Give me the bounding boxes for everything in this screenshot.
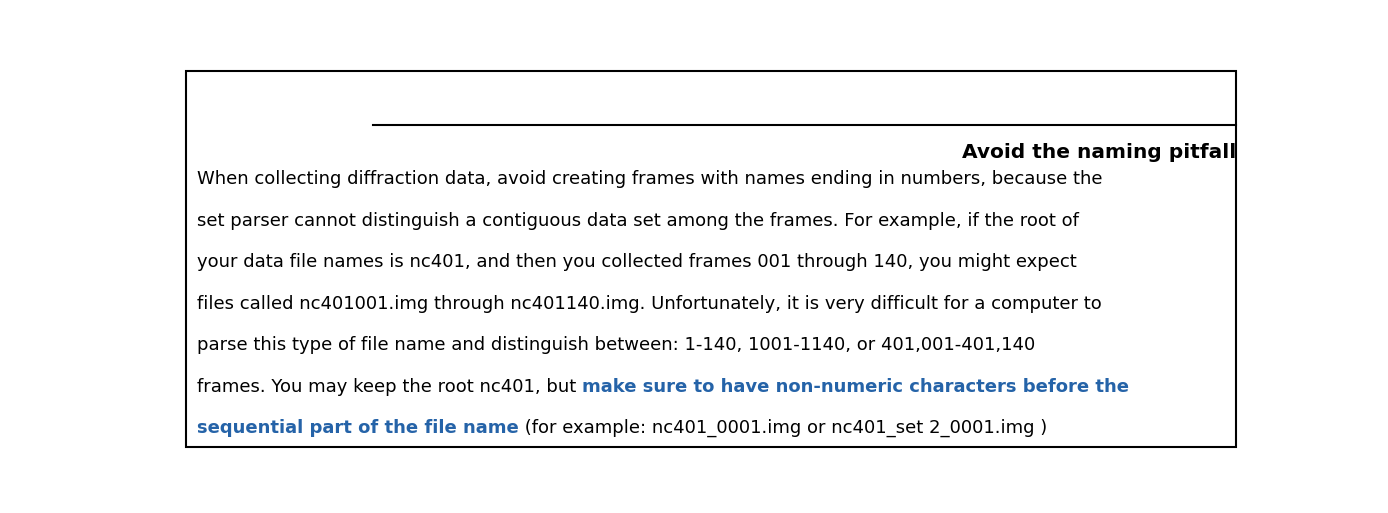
Text: When collecting diffraction data, avoid creating frames with names ending in num: When collecting diffraction data, avoid … bbox=[197, 170, 1102, 188]
Text: set parser cannot distinguish a contiguous data set among the frames. For exampl: set parser cannot distinguish a contiguo… bbox=[197, 212, 1078, 230]
Text: frames. You may keep the root nc401, but: frames. You may keep the root nc401, but bbox=[197, 378, 582, 396]
Text: parse this type of file name and distinguish between: 1-140, 1001-1140, or 401,0: parse this type of file name and disting… bbox=[197, 336, 1035, 354]
Text: files called nc401001.img through nc401140.img. Unfortunately, it is very diffic: files called nc401001.img through nc4011… bbox=[197, 294, 1102, 312]
Text: (for example: nc401_0001.img or nc401_set 2_0001.img ): (for example: nc401_0001.img or nc401_se… bbox=[519, 419, 1047, 437]
Text: sequential part of the file name: sequential part of the file name bbox=[197, 419, 519, 437]
Text: Avoid the naming pitfall: Avoid the naming pitfall bbox=[962, 143, 1237, 162]
Text: make sure to have non-numeric characters before the: make sure to have non-numeric characters… bbox=[582, 378, 1130, 396]
FancyBboxPatch shape bbox=[186, 71, 1237, 447]
Text: your data file names is nc401, and then you collected frames 001 through 140, yo: your data file names is nc401, and then … bbox=[197, 253, 1077, 271]
